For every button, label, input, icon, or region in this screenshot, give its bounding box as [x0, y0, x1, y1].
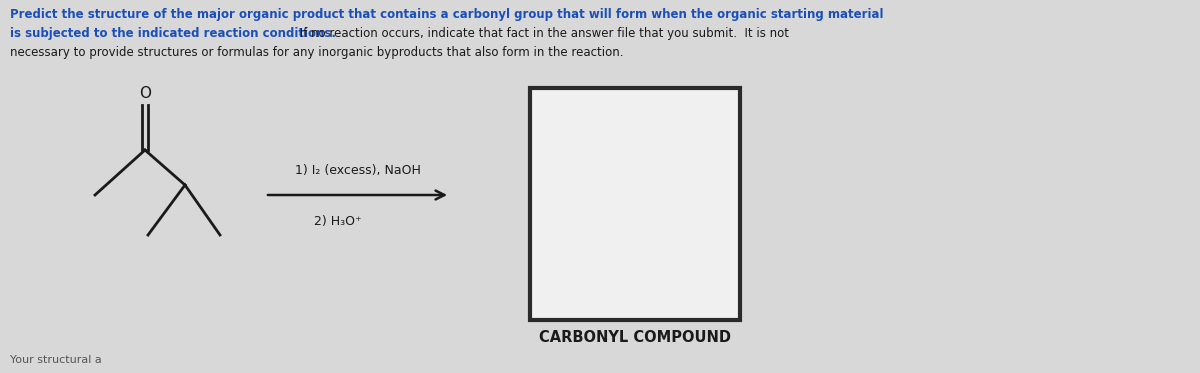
Text: O: O — [139, 86, 151, 101]
Text: Predict the structure of the major organic product that contains a carbonyl grou: Predict the structure of the major organ… — [10, 8, 883, 21]
Text: necessary to provide structures or formulas for any inorganic byproducts that al: necessary to provide structures or formu… — [10, 46, 624, 59]
Text: If no reaction occurs, indicate that fact in the answer file that you submit.  I: If no reaction occurs, indicate that fac… — [296, 27, 790, 40]
Text: CARBONYL COMPOUND: CARBONYL COMPOUND — [539, 330, 731, 345]
Text: 2) H₃O⁺: 2) H₃O⁺ — [313, 215, 361, 228]
Bar — [530, 88, 740, 320]
Text: is subjected to the indicated reaction conditions.: is subjected to the indicated reaction c… — [10, 27, 336, 40]
Text: 1) I₂ (excess), NaOH: 1) I₂ (excess), NaOH — [294, 164, 420, 177]
Text: Your structural a: Your structural a — [10, 355, 102, 365]
